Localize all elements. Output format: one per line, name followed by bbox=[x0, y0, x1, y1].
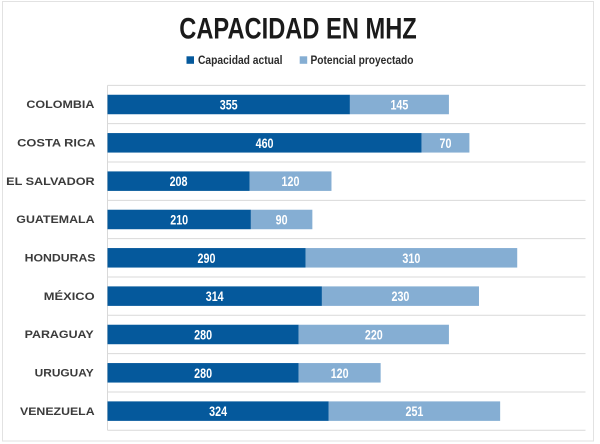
svg-text:145: 145 bbox=[390, 98, 408, 113]
svg-text:220: 220 bbox=[365, 327, 383, 342]
svg-text:EL SALVADOR: EL SALVADOR bbox=[6, 176, 95, 188]
svg-text:460: 460 bbox=[256, 136, 274, 151]
svg-text:Capacidad actual: Capacidad actual bbox=[198, 55, 283, 67]
svg-text:COLOMBIA: COLOMBIA bbox=[26, 99, 94, 111]
svg-text:230: 230 bbox=[392, 289, 410, 304]
svg-text:290: 290 bbox=[198, 251, 216, 266]
svg-text:70: 70 bbox=[440, 136, 452, 151]
svg-text:251: 251 bbox=[405, 404, 423, 419]
svg-text:355: 355 bbox=[220, 98, 238, 113]
svg-text:280: 280 bbox=[194, 366, 212, 381]
svg-text:90: 90 bbox=[276, 212, 288, 227]
svg-text:CAPACIDAD EN MHZ: CAPACIDAD EN MHZ bbox=[179, 12, 417, 45]
svg-text:VENEZUELA: VENEZUELA bbox=[20, 406, 95, 418]
svg-text:324: 324 bbox=[209, 404, 227, 419]
svg-text:208: 208 bbox=[170, 174, 188, 189]
svg-text:120: 120 bbox=[331, 366, 349, 381]
svg-text:120: 120 bbox=[282, 174, 300, 189]
svg-text:MÉXICO: MÉXICO bbox=[44, 290, 95, 303]
svg-text:314: 314 bbox=[206, 289, 224, 304]
svg-text:URUGUAY: URUGUAY bbox=[35, 368, 95, 380]
svg-text:GUATEMALA: GUATEMALA bbox=[16, 214, 94, 226]
svg-text:COSTA RICA: COSTA RICA bbox=[17, 138, 95, 150]
svg-text:Potencial proyectado: Potencial proyectado bbox=[311, 55, 414, 67]
svg-text:210: 210 bbox=[170, 212, 188, 227]
svg-text:HONDURAS: HONDURAS bbox=[25, 253, 96, 265]
svg-text:280: 280 bbox=[194, 327, 212, 342]
svg-text:310: 310 bbox=[402, 251, 420, 266]
svg-text:PARAGUAY: PARAGUAY bbox=[25, 329, 95, 341]
